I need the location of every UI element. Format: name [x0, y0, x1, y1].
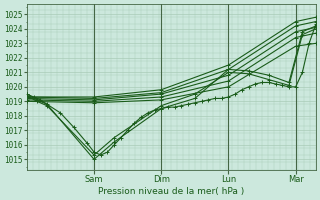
X-axis label: Pression niveau de la mer( hPa ): Pression niveau de la mer( hPa ): [98, 187, 244, 196]
